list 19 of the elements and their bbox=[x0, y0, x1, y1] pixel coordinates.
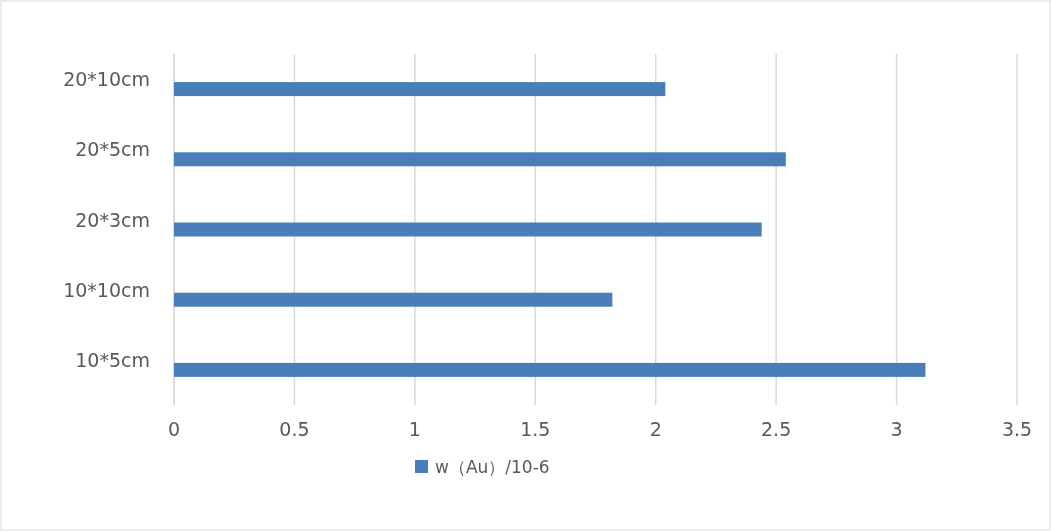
x-tick-label: 2.5 bbox=[761, 418, 792, 440]
x-tick-label: 1 bbox=[408, 418, 421, 440]
y-tick-label: 20*10cm bbox=[63, 68, 150, 91]
bar bbox=[174, 152, 786, 167]
y-tick-label: 20*5cm bbox=[75, 138, 150, 161]
x-tick-label: 1.5 bbox=[520, 418, 551, 440]
x-tick-label: 3 bbox=[890, 418, 903, 440]
bar bbox=[174, 82, 666, 97]
x-tick-label: 2 bbox=[649, 418, 662, 440]
y-tick-label: 10*5cm bbox=[75, 348, 150, 371]
x-tick-label: 0.5 bbox=[279, 418, 310, 440]
legend-label: w（Au）/10-6 bbox=[435, 457, 550, 477]
bar bbox=[174, 222, 762, 237]
y-tick-label: 10*10cm bbox=[63, 278, 150, 301]
bar bbox=[174, 362, 926, 377]
x-tick-label: 3.5 bbox=[1001, 418, 1033, 440]
bar bbox=[174, 292, 613, 307]
y-tick-label: 20*3cm bbox=[75, 208, 150, 231]
x-tick-label: 0 bbox=[167, 418, 181, 440]
